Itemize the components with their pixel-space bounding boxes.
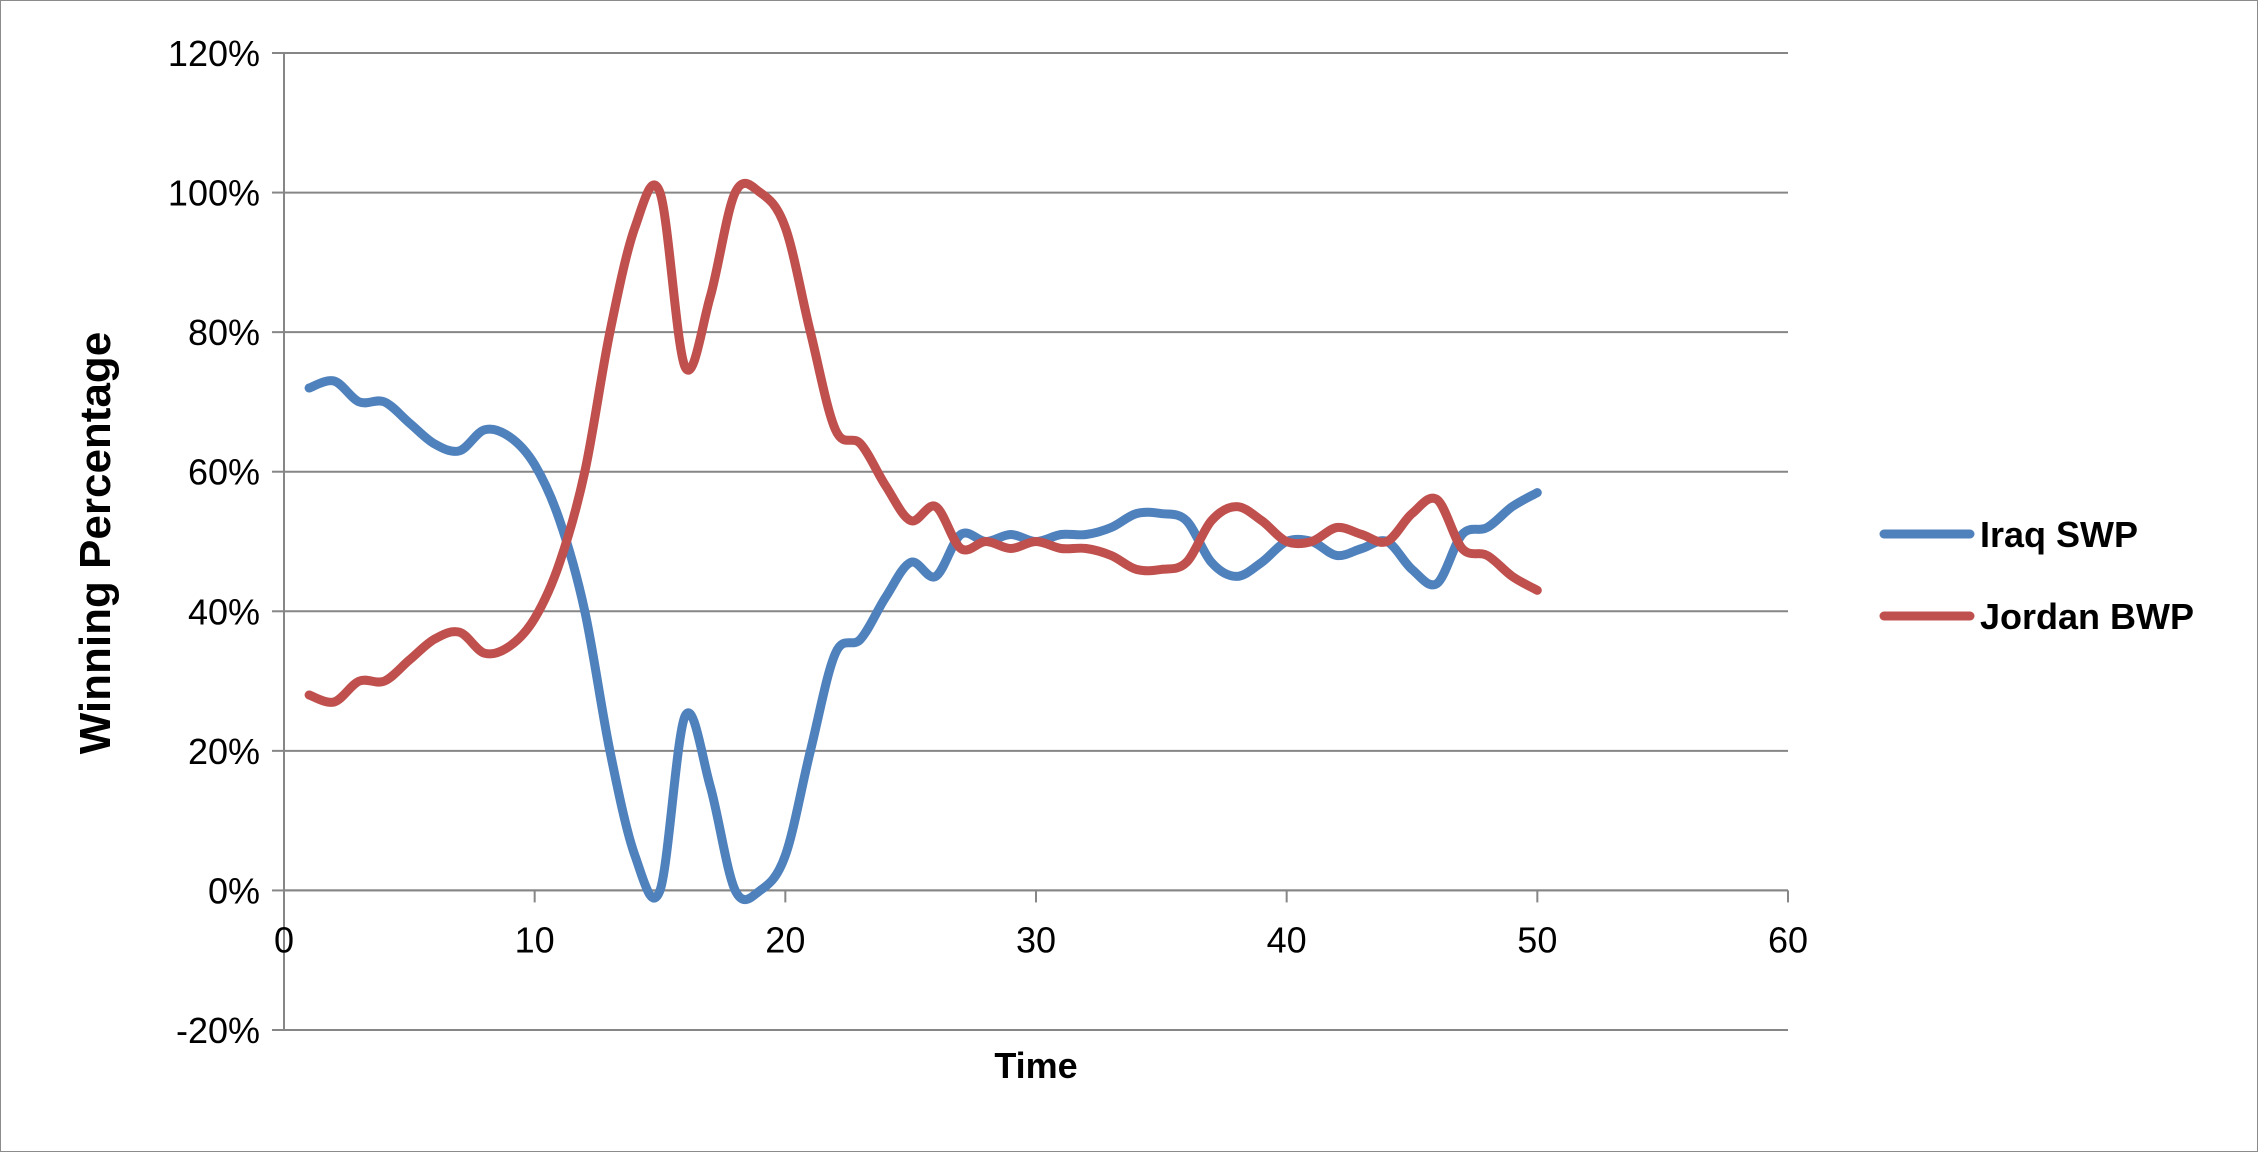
series-line-iraq-swp — [304, 376, 1542, 905]
series-line-jordan-bwp — [304, 178, 1542, 707]
y-tick-label-2: 20% — [188, 731, 260, 772]
legend-label-jordan-bwp: Jordan BWP — [1980, 596, 2194, 637]
y-tick-label-4: 60% — [188, 452, 260, 493]
x-tick-label-2: 20 — [765, 919, 805, 960]
y-tick-label-5: 80% — [188, 312, 260, 353]
x-tick-label-5: 50 — [1517, 919, 1557, 960]
gridlines — [284, 52, 1788, 892]
x-tick-label-1: 10 — [515, 919, 555, 960]
y-tick-label-6: 100% — [168, 173, 260, 214]
tick-labels: -20% 0% 20% 40% 60% 80% 100% 120% 0 10 20 30 40 50 60 — [168, 33, 1808, 1051]
x-tick-label-4: 40 — [1267, 919, 1307, 960]
legend-label-iraq-swp: Iraq SWP — [1980, 514, 2138, 555]
y-axis-title: Winning Percentage — [71, 332, 120, 755]
y-tick-label-7: 120% — [168, 33, 260, 74]
axes — [272, 52, 1789, 1031]
x-axis-title: Time — [994, 1045, 1077, 1086]
x-tick-label-0: 0 — [274, 919, 294, 960]
y-tick-label-0: -20% — [176, 1010, 260, 1051]
y-tick-label-1: 0% — [208, 870, 260, 911]
series-lines — [304, 178, 1542, 905]
x-tick-label-3: 30 — [1016, 919, 1056, 960]
y-tick-label-3: 40% — [188, 591, 260, 632]
x-tick-label-6: 60 — [1768, 919, 1808, 960]
legend: Iraq SWP Jordan BWP — [1879, 514, 2194, 637]
